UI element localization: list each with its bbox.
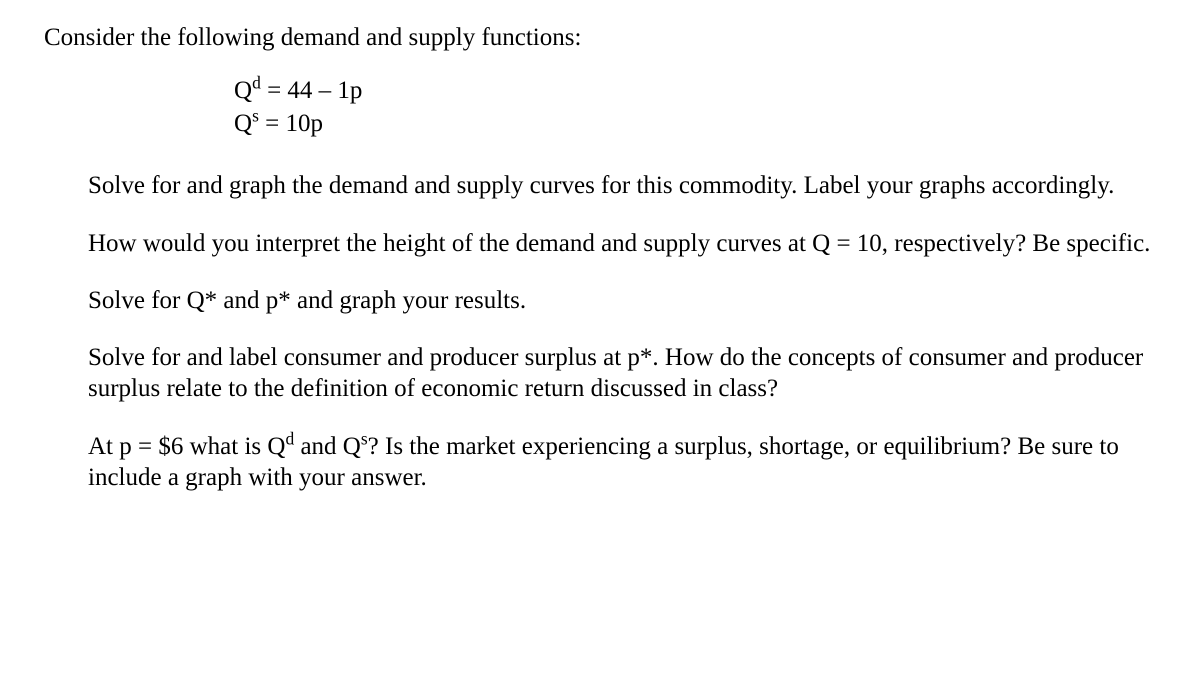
supply-lhs-base: Q [234,110,252,137]
demand-equation: Qd = 44 – 1p [234,75,1164,108]
equations-block: Qd = 44 – 1p Qs = 10p [234,75,1164,140]
q5-part-a: At p = $6 what is Q [88,433,285,460]
supply-lhs-sup: s [252,105,259,125]
q5-sup-d: d [285,428,294,448]
question-2: How would you interpret the height of th… [88,228,1164,259]
question-4: Solve for and label consumer and produce… [88,342,1164,405]
demand-lhs-sup: d [252,73,261,93]
supply-equation: Qs = 10p [234,108,1164,141]
demand-rhs: = 44 – 1p [261,77,363,104]
q5-part-b: and Q [294,433,361,460]
demand-lhs-base: Q [234,77,252,104]
intro-paragraph: Consider the following demand and supply… [44,22,1164,53]
question-3: Solve for Q* and p* and graph your resul… [88,285,1164,316]
q5-sup-s: s [361,428,368,448]
question-block: Solve for and graph the demand and suppl… [88,170,1164,493]
question-5: At p = $6 what is Qd and Qs? Is the mark… [88,431,1164,494]
supply-rhs: = 10p [259,110,323,137]
document-page: Consider the following demand and supply… [0,0,1200,493]
question-1: Solve for and graph the demand and suppl… [88,170,1164,201]
